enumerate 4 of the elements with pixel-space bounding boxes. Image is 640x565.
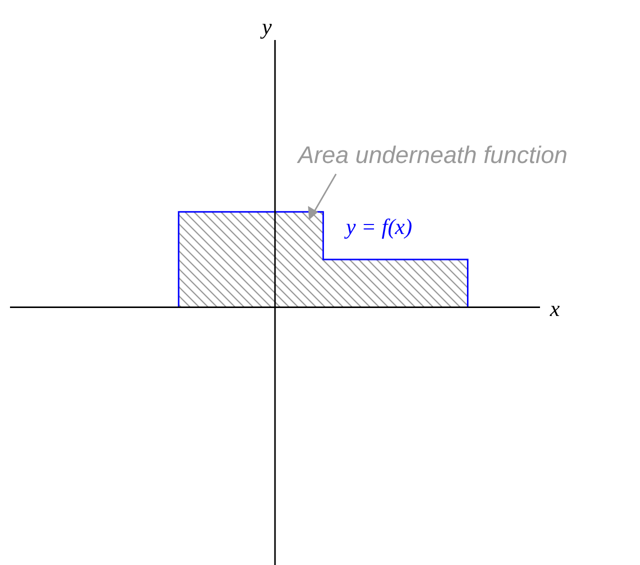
x-axis-title: x (550, 296, 560, 322)
text: y (262, 14, 272, 40)
text: Area underneath function (298, 142, 568, 170)
series-label: y = f(x) (346, 214, 412, 240)
